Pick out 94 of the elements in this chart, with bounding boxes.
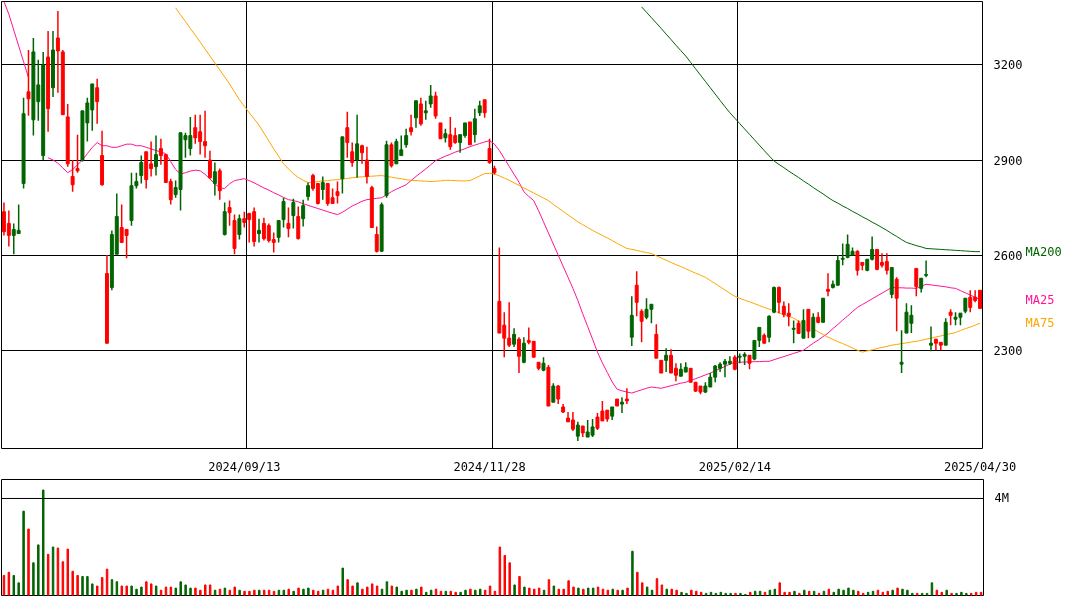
- candlestick: [556, 384, 561, 405]
- candlestick: [227, 199, 232, 227]
- y-tick-label: 3200: [993, 58, 1023, 73]
- candlestick: [345, 111, 350, 159]
- candlestick: [472, 107, 477, 144]
- candlestick: [570, 411, 575, 432]
- candlestick: [904, 302, 909, 334]
- y-tick-label: 2900: [993, 153, 1023, 168]
- x-tick-label: 2024/11/28: [453, 459, 526, 474]
- candlestick: [139, 154, 144, 185]
- candlestick: [590, 418, 595, 438]
- candlestick: [786, 302, 791, 327]
- candlestick: [448, 116, 453, 151]
- candlestick: [924, 259, 929, 279]
- candlestick: [629, 295, 634, 347]
- ref-line-label: 4M: [994, 491, 1009, 506]
- text: MA25: [1025, 292, 1055, 307]
- candlestick: [727, 355, 732, 366]
- candlestick: [212, 161, 217, 197]
- candlestick: [409, 113, 414, 137]
- candlestick: [791, 319, 796, 344]
- candlestick: [467, 121, 472, 146]
- candlestick: [124, 228, 129, 260]
- candlestick: [551, 382, 556, 403]
- candlestick: [968, 289, 973, 313]
- candlestick: [389, 141, 394, 169]
- candlestick: [281, 196, 286, 229]
- candlestick: [257, 217, 261, 244]
- candlestick: [222, 201, 227, 237]
- candlestick: [154, 134, 158, 177]
- candlestick: [914, 267, 919, 298]
- candlestick: [521, 336, 526, 364]
- candlestick: [894, 276, 899, 332]
- candlestick: [291, 197, 296, 230]
- candlestick: [335, 180, 340, 205]
- candlestick: [193, 113, 198, 145]
- candlestick: [217, 167, 222, 201]
- candlestick: [404, 127, 409, 149]
- y-tick-label: 2600: [993, 248, 1023, 263]
- candlestick: [634, 270, 639, 318]
- candlestick: [826, 272, 830, 298]
- candlestick: [374, 225, 379, 254]
- candlestick: [428, 84, 433, 109]
- x-tick-label: 2025/04/30: [943, 459, 1017, 474]
- candlestick: [418, 97, 423, 127]
- candlestick: [801, 308, 806, 339]
- candlestick: [55, 10, 60, 94]
- candlestick: [414, 99, 418, 129]
- candlestick: [654, 323, 659, 359]
- candlestick: [394, 138, 399, 165]
- candlestick: [350, 141, 355, 168]
- candlestick: [433, 91, 438, 120]
- candlestick: [286, 206, 291, 239]
- candlestick: [624, 387, 629, 405]
- candlestick: [237, 213, 242, 241]
- candlestick: [664, 347, 669, 373]
- candlestick: [296, 205, 301, 241]
- candlestick: [482, 99, 487, 119]
- candlestick: [95, 78, 100, 125]
- candlestick: [517, 336, 521, 374]
- candlestick: [512, 327, 517, 348]
- candlestick: [320, 175, 325, 201]
- candlestick: [840, 242, 845, 267]
- candlestick: [639, 308, 644, 344]
- candlestick: [487, 138, 492, 165]
- candlestick: [884, 252, 889, 276]
- candlestick: [75, 133, 80, 174]
- candlestick: [811, 312, 816, 339]
- candlestick: [364, 145, 369, 185]
- x-tick-label: 2025/02/14: [698, 459, 771, 474]
- candlestick: [767, 314, 772, 344]
- candlestick: [899, 329, 904, 374]
- candlestick: [306, 181, 311, 202]
- line-series: [641, 6, 981, 253]
- candlestick: [301, 198, 306, 228]
- candlestick: [855, 249, 860, 277]
- candlestick: [929, 325, 933, 352]
- candlestick: [355, 113, 360, 179]
- text: MA75: [1025, 316, 1055, 331]
- candlestick: [26, 49, 31, 117]
- candlestick: [943, 317, 948, 346]
- candlestick: [276, 219, 281, 244]
- candlestick: [6, 209, 11, 248]
- candlestick: [575, 421, 580, 442]
- candlestick: [207, 150, 212, 180]
- candlestick: [70, 159, 75, 193]
- candlestick: [16, 203, 21, 235]
- x-tick-label: 2024/09/13: [208, 459, 281, 474]
- candlestick: [423, 99, 428, 121]
- candlestick: [776, 285, 781, 314]
- candlestick: [806, 308, 811, 339]
- y-tick-label: 2300: [993, 343, 1023, 358]
- text: MA200: [1025, 244, 1062, 259]
- candlestick: [620, 396, 624, 414]
